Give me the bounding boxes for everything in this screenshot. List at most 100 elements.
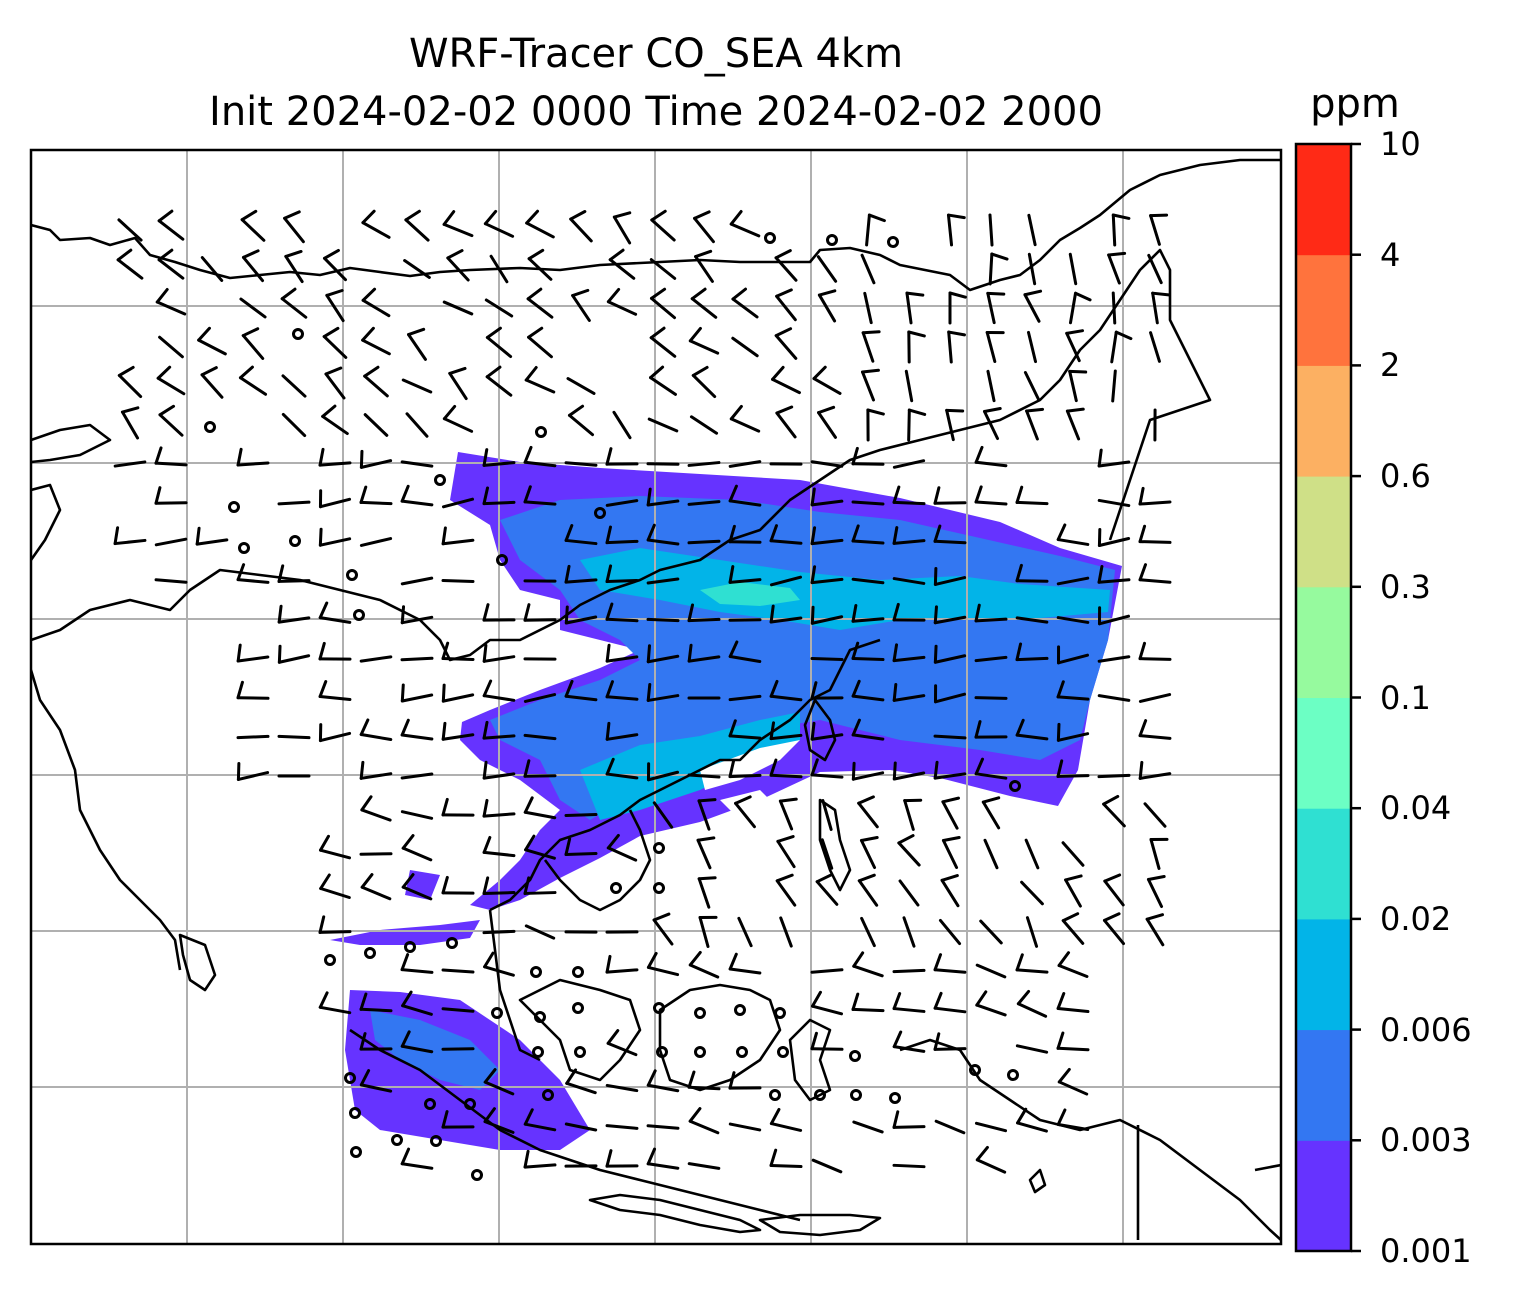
wind-barb	[892, 682, 926, 702]
colorbar-tick-label: 0.001	[1380, 1232, 1472, 1270]
wind-barb	[860, 253, 876, 285]
wind-barb	[154, 446, 188, 467]
wind-barb	[810, 657, 844, 661]
calm-wind-marker	[434, 474, 446, 486]
wind-barb	[612, 410, 632, 440]
wind-barb	[1026, 330, 1038, 364]
wind-barb	[769, 604, 803, 624]
wind-barb	[974, 445, 1008, 468]
wind-barb	[1147, 253, 1163, 285]
wind-barb	[646, 1147, 680, 1170]
wind-barb	[400, 718, 434, 741]
wind-barb	[564, 679, 598, 702]
wind-barb	[947, 330, 966, 364]
wind-barb	[605, 525, 639, 545]
wind-barb	[117, 218, 143, 242]
wind-barb	[986, 291, 1006, 325]
wind-barb	[441, 579, 475, 583]
wind-barb	[238, 365, 268, 396]
wind-barb	[1015, 485, 1049, 506]
wind-barb	[820, 838, 834, 870]
wind-barb	[359, 852, 393, 856]
colorbar-tick-label: 0.02	[1380, 899, 1452, 938]
wind-barb	[319, 873, 351, 899]
wind-barb	[483, 951, 515, 977]
wind-barb	[812, 365, 842, 395]
wind-barb	[728, 719, 762, 740]
wind-barb	[482, 760, 516, 780]
colorbar-tick-label: 2	[1380, 346, 1401, 385]
wind-barb	[482, 486, 516, 506]
map-frame	[29, 148, 1283, 1246]
calm-wind-marker	[289, 535, 301, 547]
wind-barb	[441, 1007, 475, 1013]
wind-barb	[485, 326, 513, 359]
wind-barb	[277, 734, 311, 740]
wind-barb	[1016, 989, 1048, 1018]
wind-barb	[360, 795, 392, 822]
wind-barb	[527, 326, 553, 359]
wind-barb	[1068, 291, 1092, 325]
calm-wind-marker	[238, 542, 250, 554]
wind-barb	[907, 408, 927, 442]
wind-barb	[157, 248, 185, 280]
wind-barb	[318, 723, 352, 743]
wind-barb	[687, 461, 721, 467]
colorbar-segment	[1296, 254, 1351, 366]
calm-wind-marker	[350, 1146, 362, 1158]
wind-barb	[688, 326, 720, 355]
wind-barb	[318, 527, 352, 547]
wind-barb	[646, 951, 680, 977]
wind-barb	[698, 915, 718, 948]
wind-barb	[567, 404, 595, 437]
wind-barb	[851, 524, 885, 545]
wind-barb	[605, 1124, 639, 1130]
wind-barb	[731, 287, 759, 319]
wind-barb	[892, 577, 926, 585]
wind-barb	[687, 603, 721, 623]
calm-wind-marker	[404, 941, 416, 953]
wind-barb	[897, 834, 921, 867]
wind-barb	[1102, 794, 1126, 828]
wind-barb	[649, 258, 677, 280]
wind-barb	[650, 209, 676, 242]
wind-barb	[974, 655, 1008, 663]
colorbar-tick-label: 0.6	[1380, 457, 1431, 496]
wind-barb	[938, 918, 962, 946]
wind-barb	[810, 968, 844, 974]
wind-barb	[359, 1069, 393, 1093]
wind-barb	[779, 916, 793, 948]
wind-barb	[605, 680, 639, 701]
wind-barb	[606, 833, 638, 862]
wind-barb	[284, 249, 304, 284]
wind-barb	[1097, 655, 1131, 663]
wind-barb	[1111, 369, 1117, 403]
wind-barb	[904, 369, 914, 403]
wind-barb	[811, 1158, 843, 1174]
wind-barb	[1068, 252, 1078, 286]
wind-barb	[863, 291, 873, 325]
wind-barb	[646, 577, 680, 585]
wind-barb	[605, 564, 639, 584]
wind-barb	[318, 680, 352, 702]
wind-barb	[1097, 694, 1131, 702]
wind-barb	[728, 952, 762, 975]
wind-barb	[851, 577, 885, 585]
wind-barb	[281, 374, 307, 398]
calm-wind-marker	[769, 1089, 781, 1101]
wind-barb	[1056, 645, 1090, 665]
wind-barb	[113, 460, 147, 468]
wind-barb	[157, 209, 185, 241]
wind-barb	[524, 366, 556, 394]
wind-barb	[934, 1119, 966, 1135]
wind-barb	[1138, 563, 1172, 584]
wind-barb	[851, 446, 885, 466]
wind-barb	[728, 1122, 762, 1132]
wind-barb	[690, 287, 718, 319]
wind-barb	[1145, 913, 1165, 947]
calm-wind-marker	[653, 842, 665, 854]
wind-barb	[728, 1071, 762, 1090]
wind-barb	[646, 644, 680, 664]
wind-barb	[281, 412, 307, 438]
wind-barb	[851, 679, 885, 702]
